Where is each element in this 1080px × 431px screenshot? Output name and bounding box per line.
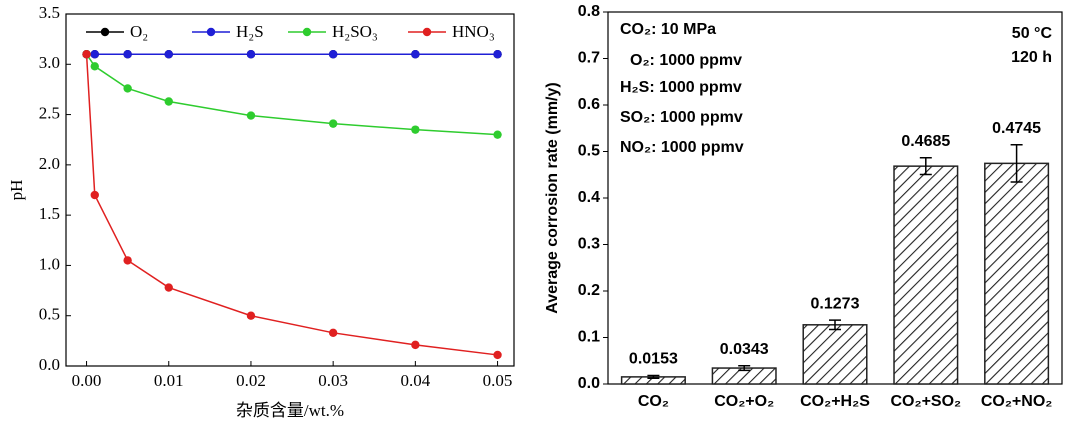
y-tick-label: 0.4 — [578, 189, 600, 206]
legend-label: O₂ — [130, 22, 148, 41]
plot-frame — [65, 13, 515, 367]
y-tick-label: 0.3 — [578, 236, 600, 253]
data-point — [411, 125, 420, 134]
y-tick-label: 0.8 — [578, 3, 600, 20]
legend-label: H₂SO₃ — [332, 22, 378, 41]
x-tick-label: 0.03 — [318, 371, 348, 390]
error-bar — [1010, 144, 1023, 183]
data-point — [164, 283, 173, 292]
annotation: NO₂: 1000 ppmv — [620, 139, 744, 156]
legend-marker — [422, 27, 432, 37]
x-tick-label: CO₂+O₂ — [714, 393, 774, 410]
legend-marker — [302, 27, 312, 37]
bar — [984, 162, 1050, 385]
value-label: 0.1273 — [811, 295, 860, 312]
data-point — [123, 256, 132, 265]
y-tick-label: 0.7 — [578, 50, 600, 67]
y-tick-label: 2.0 — [39, 154, 60, 173]
data-point — [123, 84, 132, 93]
data-point — [328, 119, 338, 128]
y-tick-label: 0.2 — [578, 282, 600, 299]
data-point — [82, 50, 91, 59]
error-bar — [829, 319, 841, 331]
error-bar — [919, 157, 932, 176]
data-point — [90, 62, 99, 71]
y-axis-label: pH — [7, 180, 26, 201]
annotation: SO₂: 1000 ppmv — [620, 109, 743, 126]
y-tick-label: 0.5 — [578, 143, 600, 160]
data-point — [246, 311, 256, 320]
annotation: 50 °C — [1012, 25, 1053, 42]
bar — [802, 324, 868, 385]
y-tick-label: 0.0 — [39, 355, 60, 374]
annotation: CO₂: 10 MPa — [620, 21, 716, 38]
x-tick-label: 0.00 — [72, 371, 102, 390]
value-label: 0.0153 — [629, 351, 678, 368]
y-tick-label: 2.5 — [39, 103, 60, 122]
data-point — [493, 350, 502, 360]
y-tick-label: 0.1 — [578, 329, 600, 346]
y-tick-label: 0.0 — [578, 375, 600, 392]
value-label: 0.4745 — [992, 120, 1041, 137]
y-tick-label: 3.5 — [39, 3, 60, 22]
x-tick-label: CO₂ — [638, 393, 669, 410]
y-tick-label: 1.0 — [39, 254, 60, 273]
bar — [893, 165, 959, 385]
y-tick-label: 1.5 — [39, 204, 60, 223]
x-tick-label: 0.01 — [154, 371, 184, 390]
x-tick-label: CO₂+NO₂ — [981, 393, 1053, 410]
data-point — [411, 50, 420, 59]
legend-label: H₂S — [236, 22, 264, 41]
error-bar — [647, 374, 660, 380]
legend-marker — [100, 27, 110, 37]
annotation: O₂: 1000 ppmv — [630, 52, 742, 69]
y-tick-label: 3.0 — [39, 53, 60, 72]
series-line — [85, 54, 498, 356]
x-tick-label: 0.04 — [400, 371, 430, 390]
data-point — [90, 190, 99, 200]
data-point — [493, 130, 502, 139]
data-point — [493, 50, 502, 59]
x-tick-label: 0.05 — [483, 371, 513, 390]
y-axis-label: Average corrosion rate (mm/y) — [544, 82, 561, 313]
legend-marker — [206, 27, 216, 37]
x-tick-label: CO₂+SO₂ — [890, 393, 961, 410]
data-point — [411, 340, 420, 350]
data-point — [90, 50, 99, 59]
y-tick-label: 0.6 — [578, 96, 600, 113]
y-tick-label: 0.5 — [39, 305, 60, 324]
value-label: 0.4685 — [901, 133, 950, 150]
data-point — [246, 50, 256, 59]
x-tick-label: 0.02 — [236, 371, 266, 390]
x-tick-label: CO₂+H₂S — [800, 393, 870, 410]
legend-label: HNO₃ — [452, 22, 495, 41]
data-point — [164, 50, 173, 59]
data-point — [164, 97, 173, 106]
error-bar — [738, 364, 751, 372]
data-point — [328, 328, 338, 338]
data-point — [123, 50, 132, 59]
x-axis-label: 杂质含量/wt.% — [236, 401, 344, 420]
data-point — [328, 50, 338, 59]
series-line — [85, 53, 498, 136]
annotation: H₂S: 1000 ppmv — [620, 79, 742, 96]
value-label: 0.0343 — [720, 341, 769, 358]
annotation: 120 h — [1011, 49, 1052, 66]
data-point — [246, 111, 256, 120]
